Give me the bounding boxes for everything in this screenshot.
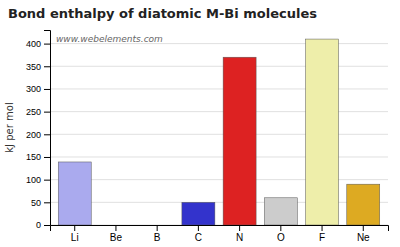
tick-mark [157,225,158,231]
tick: B [154,225,161,243]
bar [141,225,174,226]
tick: 0 [36,220,50,230]
tick-mark [363,225,364,231]
tick: 400 [26,39,50,49]
tick: 300 [26,84,50,94]
tick: 200 [26,130,50,140]
bar [223,57,256,225]
y-axis-title: kJ per mol [4,102,15,152]
axis-line [44,31,51,226]
bar [347,184,380,225]
tick: 250 [26,107,50,117]
tick-mark [44,134,50,135]
bar [182,202,215,225]
tick-mark [44,157,50,158]
bar [99,225,132,226]
tick-mark [115,225,116,231]
chart: Li Be B C N O F Ne 0 50 100 150 200 250 300 350 400 kJ pe… [0,0,400,247]
bar [58,162,91,225]
bar [264,198,297,225]
tick-mark [322,225,323,231]
tick: F [319,225,325,243]
tick-label: 50 [31,198,41,208]
tick: Li [71,225,79,243]
tick-label: N [236,232,243,243]
bar [306,39,339,225]
tick-mark [44,202,50,203]
tick-label: 250 [26,107,41,117]
tick: N [236,225,243,243]
tick-mark [44,180,50,181]
tick-label: Be [110,232,123,243]
tick: Be [110,225,123,243]
tick-label: Ne [357,232,370,243]
plot-area [58,39,380,225]
tick-label: 350 [26,62,41,72]
tick-mark [239,225,240,231]
tick-label: 100 [26,175,41,185]
annotation: www.webelements.com [56,34,163,44]
tick-mark [280,225,281,231]
tick-mark [44,44,50,45]
tick: O [277,225,285,243]
x-axis: Li Be B C N O F Ne [51,225,389,243]
tick: 100 [26,175,50,185]
tick-label: Li [71,232,79,243]
tick-label: C [195,232,202,243]
y-axis: 0 50 100 150 200 250 300 350 400 [26,31,51,231]
tick-label: F [319,232,325,243]
tick-label: 0 [36,220,41,230]
tick: C [195,225,202,243]
tick-label: 300 [26,84,41,94]
tick-label: O [277,232,285,243]
tick-mark [44,66,50,67]
tick: 350 [26,62,50,72]
tick-label: 400 [26,39,41,49]
tick-mark [74,225,75,231]
tick-mark [44,112,50,113]
tick-label: B [154,232,161,243]
axis-line [51,226,389,232]
tick: Ne [357,225,370,243]
tick-label: 200 [26,130,41,140]
tick-mark [44,225,50,226]
tick-mark [44,89,50,90]
tick: 50 [31,198,50,208]
title: Bond enthalpy of diatomic M-Bi molecules [8,6,317,21]
tick-mark [198,225,199,231]
tick-label: 150 [26,152,41,162]
tick: 150 [26,152,50,162]
chart-container: Li Be B C N O F Ne 0 50 100 150 200 250 300 350 400 kJ pe… [0,0,400,247]
